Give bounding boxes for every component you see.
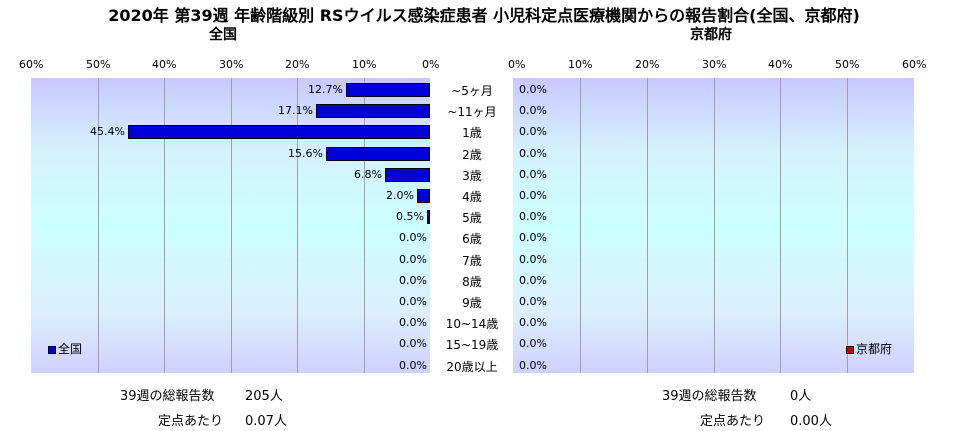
national-data-label: 0.0% (399, 359, 427, 372)
kyoto-total-value: 0人 (790, 389, 812, 404)
category-label: 2歳 (462, 148, 482, 162)
category-label: 10~14歳 (445, 317, 499, 331)
kyoto-data-label: 0.0% (519, 274, 547, 287)
kyoto-data-label: 0.0% (519, 83, 547, 96)
kyoto-gridline (714, 78, 715, 373)
kyoto-gridline (780, 78, 781, 373)
kyoto-plot-area: 0.0% 0.0% 0.0% 0.0% 0.0% 0.0% 0.0% 0.0% 0.0% 0.0%… (513, 78, 914, 373)
category-label: 6歳 (462, 232, 482, 246)
national-gridline (297, 78, 298, 373)
national-data-label: 0.0% (399, 253, 427, 266)
kyoto-x-tick: 0% (508, 58, 526, 71)
kyoto-x-tick: 60% (902, 58, 927, 71)
kyoto-x-tick: 10% (568, 58, 593, 71)
category-label: 3歳 (462, 169, 482, 183)
national-data-label: 6.8% (354, 168, 382, 181)
national-data-label: 0.0% (399, 337, 427, 350)
kyoto-legend-label: 京都府 (856, 342, 893, 356)
national-x-tick: 50% (86, 58, 111, 71)
national-bar (427, 210, 430, 224)
national-x-tick: 0% (422, 58, 440, 71)
kyoto-data-label: 0.0% (519, 168, 547, 181)
national-gridline (164, 78, 165, 373)
national-data-label: 0.0% (399, 231, 427, 244)
national-legend-swatch (48, 345, 56, 354)
national-x-tick: 10% (352, 58, 377, 71)
kyoto-x-tick: 30% (702, 58, 727, 71)
kyoto-legend-swatch (846, 345, 854, 354)
national-x-tick: 20% (285, 58, 310, 71)
national-bar (346, 83, 430, 97)
national-data-label: 0.0% (399, 274, 427, 287)
category-label: 5歳 (462, 211, 482, 225)
kyoto-data-label: 0.0% (519, 125, 547, 138)
kyoto-gridline (580, 78, 581, 373)
category-label: 20歳以上 (446, 360, 498, 374)
category-label: 15~19歳 (445, 338, 499, 352)
national-bar (417, 189, 430, 203)
national-legend: 全国 (48, 340, 82, 357)
kyoto-data-label: 0.0% (519, 295, 547, 308)
kyoto-data-label: 0.0% (519, 253, 547, 266)
national-bar (326, 147, 430, 161)
national-plot-area: 12.7% 17.1% 45.4% 15.6% 6.8% 2.0% 0.5% 0.0% 0.0%… (31, 78, 430, 373)
national-data-label: 15.6% (288, 147, 323, 160)
national-total-value: 205人 (245, 389, 283, 404)
category-label: ~5ヶ月 (451, 84, 493, 98)
national-gridline (98, 78, 99, 373)
kyoto-x-tick: 40% (768, 58, 793, 71)
national-per-value: 0.07人 (245, 414, 287, 429)
national-data-label: 0.0% (399, 295, 427, 308)
kyoto-legend: 京都府 (846, 340, 892, 357)
kyoto-data-label: 0.0% (519, 337, 547, 350)
kyoto-data-label: 0.0% (519, 104, 547, 117)
category-label: ~11ヶ月 (447, 105, 497, 119)
category-label: 9歳 (462, 296, 482, 310)
chart-title: 2020年 第39週 年齢階級別 RSウイルス感染症患者 小児科定点医療機関から… (108, 6, 860, 25)
kyoto-data-label: 0.0% (519, 210, 547, 223)
national-x-tick: 60% (19, 58, 44, 71)
national-per-label: 定点あたり (158, 414, 224, 429)
national-data-label: 17.1% (278, 104, 313, 117)
kyoto-x-tick: 20% (635, 58, 660, 71)
category-label: 4歳 (462, 190, 482, 204)
national-legend-label: 全国 (58, 342, 83, 356)
national-subtitle: 全国 (209, 27, 237, 43)
national-data-label: 0.5% (396, 210, 424, 223)
national-data-label: 2.0% (386, 189, 414, 202)
national-bar (316, 104, 430, 118)
category-label: 7歳 (462, 254, 482, 268)
kyoto-gridline (847, 78, 848, 373)
national-total-label: 39週の総報告数 (120, 389, 215, 404)
national-gridline (364, 78, 365, 373)
kyoto-data-label: 0.0% (519, 231, 547, 244)
kyoto-per-label: 定点あたり (700, 414, 766, 429)
kyoto-total-label: 39週の総報告数 (662, 389, 757, 404)
kyoto-data-label: 0.0% (519, 147, 547, 160)
category-label: 8歳 (462, 275, 482, 289)
national-bar (385, 168, 430, 182)
national-x-tick: 40% (152, 58, 177, 71)
kyoto-data-label: 0.0% (519, 189, 547, 202)
kyoto-data-label: 0.0% (519, 359, 547, 372)
kyoto-subtitle: 京都府 (690, 27, 732, 43)
kyoto-gridline (647, 78, 648, 373)
national-data-label: 12.7% (308, 83, 343, 96)
kyoto-x-tick: 50% (835, 58, 860, 71)
kyoto-data-label: 0.0% (519, 316, 547, 329)
national-bar (128, 125, 430, 139)
national-data-label: 45.4% (90, 125, 125, 138)
category-label: 1歳 (462, 126, 482, 140)
kyoto-per-value: 0.00人 (790, 414, 832, 429)
national-data-label: 0.0% (399, 316, 427, 329)
national-x-tick: 30% (219, 58, 244, 71)
national-gridline (231, 78, 232, 373)
